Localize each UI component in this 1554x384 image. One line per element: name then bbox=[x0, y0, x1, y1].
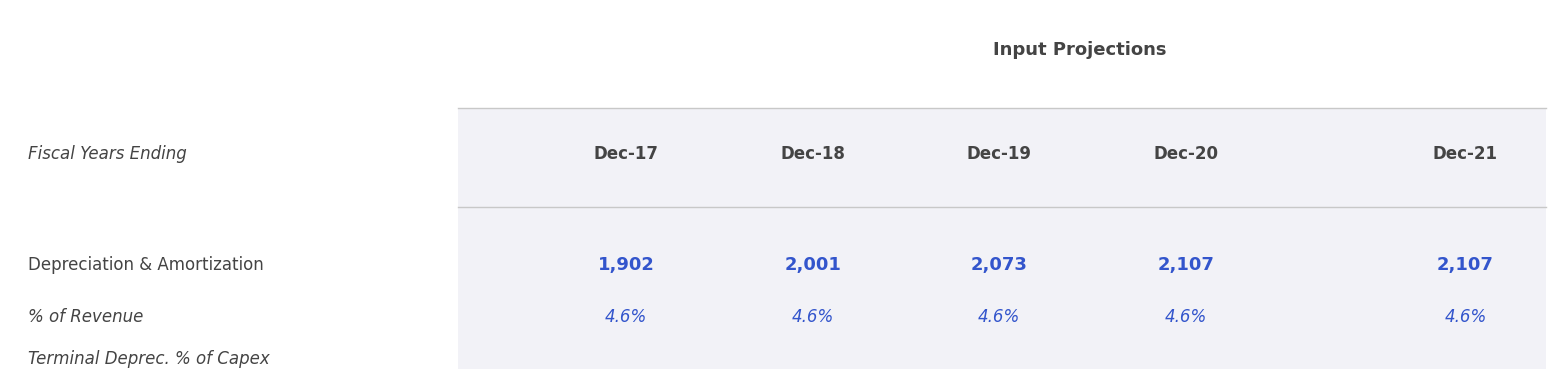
Text: % of Revenue: % of Revenue bbox=[28, 308, 143, 326]
Text: 4.6%: 4.6% bbox=[791, 308, 834, 326]
Text: 2,107: 2,107 bbox=[1158, 256, 1214, 274]
Text: Fiscal Years Ending: Fiscal Years Ending bbox=[28, 145, 186, 162]
Text: Dec-18: Dec-18 bbox=[780, 145, 845, 162]
Text: Depreciation & Amortization: Depreciation & Amortization bbox=[28, 256, 264, 274]
Text: 2,107: 2,107 bbox=[1437, 256, 1493, 274]
Text: Input Projections: Input Projections bbox=[993, 41, 1167, 59]
Text: 4.6%: 4.6% bbox=[605, 308, 648, 326]
Text: Dec-20: Dec-20 bbox=[1153, 145, 1218, 162]
Text: 4.6%: 4.6% bbox=[1444, 308, 1487, 326]
Text: 1,902: 1,902 bbox=[598, 256, 654, 274]
Text: 4.6%: 4.6% bbox=[1164, 308, 1207, 326]
Text: Dec-21: Dec-21 bbox=[1433, 145, 1498, 162]
Text: Terminal Deprec. % of Capex: Terminal Deprec. % of Capex bbox=[28, 350, 270, 368]
Text: Dec-19: Dec-19 bbox=[967, 145, 1032, 162]
Text: Dec-17: Dec-17 bbox=[594, 145, 659, 162]
Text: 2,001: 2,001 bbox=[785, 256, 841, 274]
Text: 2,073: 2,073 bbox=[971, 256, 1027, 274]
Text: 4.6%: 4.6% bbox=[977, 308, 1021, 326]
